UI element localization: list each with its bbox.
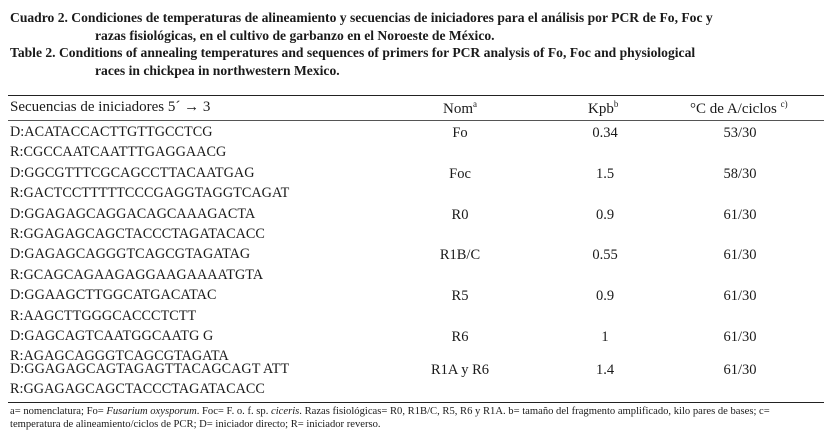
header-temperature: °C de A/ciclos c): [690, 99, 788, 118]
primer-direct: D:ACATACCACTTGTTGCCTCG: [10, 124, 213, 140]
primer-direct: D:GGAGAGCAGGACAGCAAAGACTA: [10, 205, 256, 222]
primer-direct: D:GGCGTTTCGCAGCCTTACAATGAG: [10, 164, 255, 181]
cell-nom: R5: [451, 288, 469, 305]
caption-es-line2: razas fisiológicas, en el cultivo de gar…: [95, 27, 495, 43]
footnote-fsp: ciceris: [271, 406, 300, 417]
table-footnote: a= nomenclatura; Fo= Fusarium oxysporum.…: [10, 405, 822, 431]
cell-kpb: 0.55: [592, 247, 618, 264]
header-nom-sup: a: [473, 99, 477, 109]
header-kpb: Kpbb: [588, 99, 618, 118]
cell-kpb: 1.4: [595, 361, 615, 378]
caption-en-line1: Table 2. Conditions of annealing tempera…: [10, 45, 696, 60]
table-bottom-rule: [8, 402, 824, 403]
cell-nom: R6: [451, 329, 469, 345]
primer-reverse: R:GCAGCAGAAGAGGAAGAAAATGTA: [10, 266, 264, 283]
primer-direct: D:GGAGAGCAGTAGAGTTACAGCAGT ATT: [10, 360, 290, 377]
table-row: D:GGCGTTTCGCAGCCTTACAATGAG R:GACTCCTTTTT…: [0, 164, 831, 201]
table-row: D:GAGCAGTCAATGGCAATG G R:AGAGCAGGGTCAGCG…: [0, 328, 831, 364]
table-top-rule: [8, 95, 824, 96]
table-row: D:GGAGAGCAGGACAGCAAAGACTA R:GGAGAGCAGCTA…: [0, 205, 831, 242]
cell-temp: 58/30: [723, 165, 757, 182]
caption-spanish: Cuadro 2. Condiciones de temperaturas de…: [10, 9, 823, 44]
primer-direct: D:GGAAGCTTGGCATGACATAC: [10, 287, 217, 304]
caption-english: Table 2. Conditions of annealing tempera…: [10, 44, 823, 79]
header-temp-sup: c): [780, 99, 788, 109]
footnote-species: Fusarium oxysporum: [106, 406, 197, 417]
cell-temp: 61/30: [723, 329, 757, 345]
cell-kpb: 0.34: [592, 125, 618, 141]
cell-temp: 61/30: [723, 288, 757, 305]
cell-temp: 61/30: [723, 206, 757, 223]
table-row: D:GGAAGCTTGGCATGACATAC R:AAGCTTGGGCACCCT…: [0, 287, 831, 323]
primer-reverse: R:GGAGAGCAGCTACCCTAGATACACC: [10, 381, 265, 398]
cell-nom: Fo: [452, 125, 468, 141]
header-nom-label: Nom: [443, 101, 473, 117]
primer-direct: D:GAGAGCAGGGTCAGCGTAGATAG: [10, 246, 251, 263]
footnote-part2: . Foc= F. o. f. sp.: [196, 406, 272, 417]
table-row: D:GGAGAGCAGTAGAGTTACAGCAGT ATT R:GGAGAGC…: [0, 360, 831, 397]
cell-nom: R1B/C: [439, 247, 481, 264]
header-sequences: Secuencias de iniciadores 5´ → 3: [10, 99, 211, 115]
table-row: D:GAGAGCAGGGTCAGCGTAGATAG R:GCAGCAGAAGAG…: [0, 246, 831, 282]
primer-reverse: R:CGCCAATCAATTTGAGGAACG: [10, 144, 227, 161]
table-row: D:ACATACCACTTGTTGCCTCG R:CGCCAATCAATTTGA…: [0, 124, 831, 160]
cell-temp: 61/30: [723, 247, 757, 264]
caption-es-line1: Cuadro 2. Condiciones de temperaturas de…: [10, 10, 713, 25]
caption-en-line2: races in chickpea in northwestern Mexico…: [95, 62, 340, 78]
primer-reverse: R:GACTCCTTTTTCCCGAGGTAGGTCAGAT: [10, 185, 290, 202]
cell-nom: R0: [451, 206, 469, 223]
cell-nom: Foc: [449, 165, 471, 182]
header-nom: Noma: [443, 99, 477, 118]
primer-direct: D:GAGCAGTCAATGGCAATG G: [10, 328, 214, 344]
table-header-rule: [8, 120, 824, 121]
cell-kpb: 0.9: [595, 206, 615, 223]
footnote-part3: . Razas fisiológicas= R0, R1B/C, R5, R6 …: [10, 406, 770, 431]
primer-reverse: R:AGAGCAGGGTCAGCGTAGATA: [10, 348, 229, 365]
cell-kpb: 1.5: [595, 165, 615, 182]
cell-temp: 53/30: [723, 125, 757, 141]
footnote-part1: a= nomenclatura; Fo=: [10, 406, 107, 417]
cell-kpb: 1: [601, 329, 609, 345]
cell-kpb: 0.9: [595, 288, 615, 305]
cell-temp: 61/30: [723, 361, 757, 378]
primer-reverse: R:AAGCTTGGGCACCCTCTT: [10, 307, 197, 324]
header-kpb-sup: b: [613, 99, 619, 109]
header-temp-label: °C de A/ciclos: [690, 101, 777, 117]
header-kpb-label: Kpb: [588, 101, 614, 117]
primer-reverse: R:GGAGAGCAGCTACCCTAGATACACC: [10, 225, 265, 242]
cell-nom: R1A y R6: [430, 361, 489, 378]
